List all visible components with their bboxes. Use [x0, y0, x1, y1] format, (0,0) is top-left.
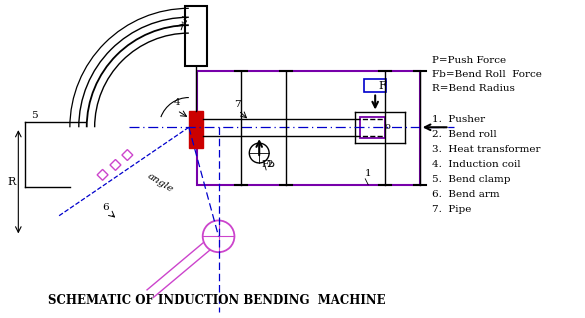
Bar: [189, 111, 202, 148]
Text: o: o: [384, 122, 390, 131]
Bar: [360, 117, 385, 138]
Text: 1.  Pusher: 1. Pusher: [432, 115, 485, 124]
Text: 1: 1: [365, 169, 372, 178]
Text: R: R: [7, 177, 15, 187]
Text: 4.  Induction coil: 4. Induction coil: [432, 160, 520, 169]
Text: 7: 7: [235, 100, 241, 109]
Text: angle: angle: [146, 171, 175, 194]
Text: 5: 5: [31, 111, 38, 120]
Text: 5.  Bend clamp: 5. Bend clamp: [432, 175, 510, 184]
Text: 3: 3: [180, 16, 187, 25]
Text: 6: 6: [102, 203, 109, 211]
Bar: [364, 79, 386, 92]
Text: F: F: [378, 80, 386, 91]
Text: 7.  Pipe: 7. Pipe: [432, 204, 471, 214]
Bar: [197, 71, 420, 185]
Text: Fb: Fb: [261, 160, 275, 169]
Text: 4: 4: [174, 99, 181, 107]
Text: R=Bend Radius: R=Bend Radius: [432, 84, 515, 93]
Text: SCHEMATIC OF INDUCTION BENDING  MACHINE: SCHEMATIC OF INDUCTION BENDING MACHINE: [48, 294, 386, 307]
Bar: [185, 6, 207, 66]
Text: P=Push Force: P=Push Force: [432, 56, 506, 65]
Text: 2.  Bend roll: 2. Bend roll: [432, 130, 497, 139]
Text: 3.  Heat transformer: 3. Heat transformer: [432, 145, 540, 154]
Text: 2: 2: [266, 160, 273, 169]
Text: 6.  Bend arm: 6. Bend arm: [432, 190, 500, 199]
Text: Fb=Bend Roll  Force: Fb=Bend Roll Force: [432, 70, 542, 79]
